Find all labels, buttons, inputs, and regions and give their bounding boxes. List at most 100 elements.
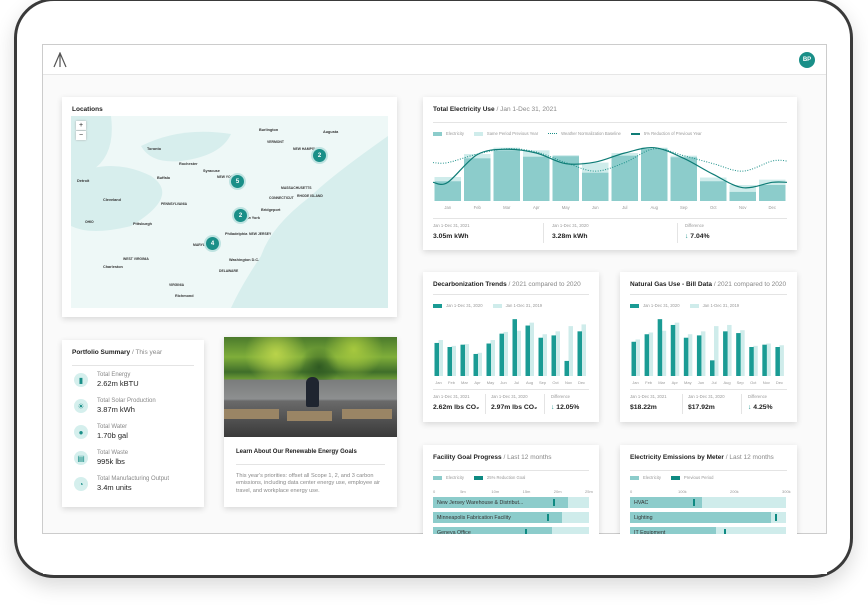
x-tick-label: Nov [763, 380, 770, 385]
meter-bar[interactable]: Geneva Office [433, 527, 589, 538]
article-card[interactable]: Learn About Our Renewable Energy Goals T… [224, 337, 397, 507]
bar-previous [581, 324, 586, 376]
legend-item: Jan 1-Dec 31, 2020 [433, 303, 483, 308]
screen-bezel-bottom [43, 534, 827, 574]
x-tick-label: Aug [724, 380, 731, 385]
bar-label: Lighting [634, 514, 653, 521]
bar-current [434, 342, 439, 376]
stat-label: Jan 1-Dec 31, 2021 [630, 394, 667, 399]
bar-previous [516, 330, 521, 376]
water-icon: ● [74, 425, 88, 439]
x-tick-label: 0 [630, 489, 633, 494]
portfolio-item: ▮ Total Energy 2.62m kBTU [74, 372, 139, 388]
map-label: MARYLAND [193, 243, 213, 247]
bar-current [710, 360, 715, 376]
user-avatar[interactable]: BP [799, 52, 815, 68]
down-arrow-icon: ↓ [551, 404, 555, 411]
app-logo-icon[interactable] [53, 52, 67, 68]
bar-current [631, 341, 636, 376]
map-label: Burlington [259, 128, 279, 132]
bar-label: Geneva Office [437, 529, 471, 536]
stat-value: $18.22m [630, 404, 657, 411]
bar-current [696, 335, 702, 376]
stat: Jan 1-Dec 31, 2020 3.28m kWh [552, 223, 589, 240]
bar-electricity [523, 156, 550, 201]
map-label: Charleston [103, 265, 123, 269]
bar-label: New Jersey Warehouse & Distribut... [437, 499, 524, 506]
zoom-out-button[interactable]: − [76, 131, 86, 140]
stat-label: Jan 1-Dec 31, 2020 [491, 394, 528, 399]
gauge-icon: ◔ [74, 477, 88, 491]
bar-current [736, 333, 741, 376]
x-tick-label: 20m [553, 489, 562, 494]
stat-value: 2.62m lbs CO₂ [433, 404, 480, 411]
top-bar: BP [43, 45, 826, 75]
legend-item: Electricity [433, 131, 464, 136]
map-label: Detroit [77, 179, 90, 183]
bar-previous [490, 340, 495, 376]
legend-item: 25% Reduction Goal [473, 475, 525, 480]
bar-previous [674, 322, 680, 376]
x-tick-label: Mar [503, 205, 511, 210]
stat-label: Jan 1-Dec 31, 2021 [433, 394, 470, 399]
bar-current [670, 324, 676, 376]
zoom-in-button[interactable]: + [76, 121, 86, 130]
divider [677, 223, 678, 243]
bar-previous [648, 332, 654, 376]
x-tick-label: Jun [698, 380, 704, 385]
map[interactable]: + − Burlington Augusta VERMONT NEW HAMPSHIR… [71, 116, 388, 308]
card-title: Locations [72, 106, 103, 113]
bar-label: Minneapolis Fabrication Facility [437, 514, 511, 521]
x-tick-label: 300k [782, 489, 791, 494]
bar-previous [661, 330, 667, 376]
article-title[interactable]: Learn About Our Renewable Energy Goals [236, 449, 357, 455]
map-cluster-marker[interactable]: 5 [229, 173, 246, 190]
map-cluster-marker[interactable]: 4 [204, 235, 221, 252]
meter-bar[interactable]: HVAC [630, 497, 786, 508]
bar-current [525, 325, 530, 376]
natural-gas-card: Natural Gas Use - Bill Data / 2021 compa… [620, 272, 797, 422]
map-label: NEW JERSEY [249, 232, 272, 236]
meter-bar[interactable]: Lighting [630, 512, 786, 523]
x-tick-label: 10m [491, 489, 500, 494]
x-tick-label: Apr [533, 205, 540, 210]
bar-previous [700, 331, 706, 376]
stat: Difference ↓ 7.04% [685, 223, 710, 240]
bar-previous [740, 330, 745, 376]
meter-bar[interactable]: New Jersey Warehouse & Distribut... [433, 497, 589, 508]
bar-current [775, 347, 780, 376]
x-tick-label: Feb [448, 380, 456, 385]
x-tick-label: 0 [433, 489, 436, 494]
map-label: WEST VIRGINIA [123, 257, 149, 261]
chart-legend: Electricity 25% Reduction Goal [433, 475, 525, 480]
x-tick-label: Apr [672, 380, 679, 385]
down-arrow-icon: ↓ [748, 404, 752, 411]
bar-label: IT Equipment [634, 529, 666, 536]
x-tick-label: Dec [769, 205, 776, 210]
bar-previous [438, 340, 443, 376]
office-photo [224, 337, 397, 437]
map-label: Pittsburgh [133, 222, 152, 226]
portfolio-summary-card: Portfolio Summary / This year ▮ Total Ene… [62, 340, 204, 507]
chart-legend: Electricity Previous Period [630, 475, 713, 480]
x-tick-label: Mar [461, 380, 469, 385]
x-tick-label: Jul [622, 205, 627, 210]
bar-previous [687, 334, 693, 376]
stat: Difference ↓ 4.25% [748, 394, 773, 411]
map-cluster-marker[interactable]: 2 [311, 147, 328, 164]
waste-icon: ▤ [74, 451, 88, 465]
x-tick-label: Jan [444, 205, 451, 210]
line-5pct-reduction [432, 146, 788, 189]
bar-current [644, 334, 650, 376]
map-water [71, 116, 388, 308]
map-label: Buffalo [157, 176, 171, 180]
x-tick-label: 100k [678, 489, 687, 494]
map-label: Rochester [179, 162, 198, 166]
meter-bar[interactable]: Minneapolis Fabrication Facility [433, 512, 589, 523]
x-tick-label: Feb [474, 205, 482, 210]
legend-item: 5% Reduction of Previous Year [630, 131, 702, 136]
map-cluster-marker[interactable]: 2 [232, 207, 249, 224]
meter-bar[interactable]: IT Equipment [630, 527, 786, 538]
bar-current [749, 347, 754, 376]
bar-current [538, 337, 543, 376]
